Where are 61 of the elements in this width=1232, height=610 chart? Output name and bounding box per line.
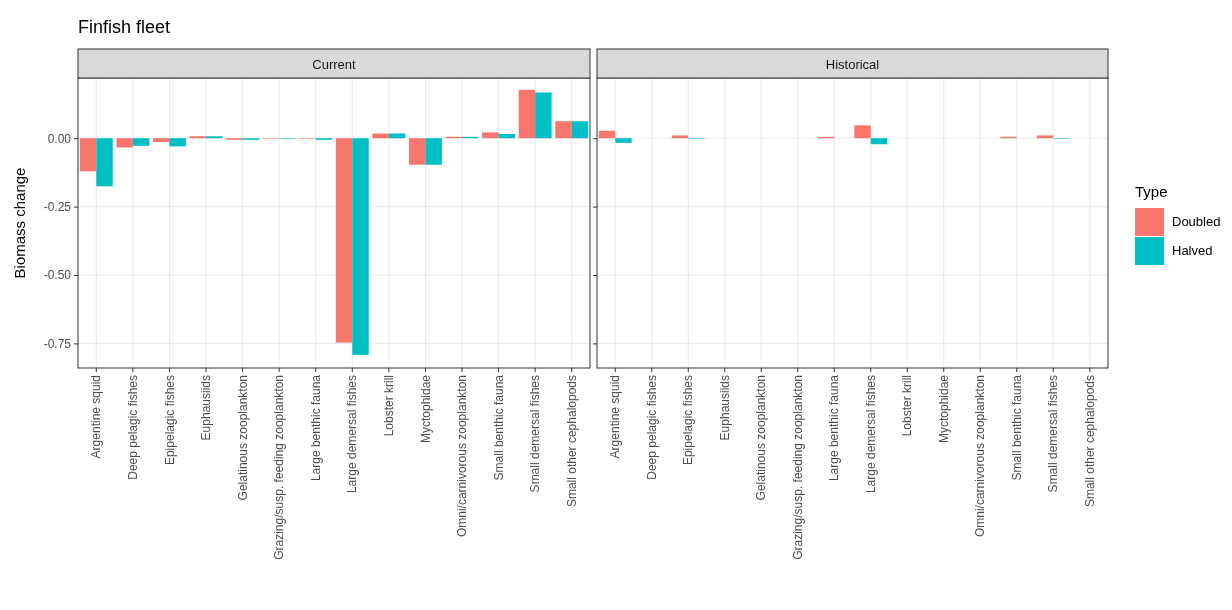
x-tick-label: Gelatinous zooplankton bbox=[754, 375, 769, 501]
x-tick-label: Large demersal fishes bbox=[345, 375, 360, 494]
x-tick-label: Small demersal fishes bbox=[528, 375, 543, 493]
legend-label: Doubled bbox=[1172, 214, 1221, 229]
bar bbox=[79, 138, 97, 172]
x-tick-label: Large benthic fauna bbox=[308, 374, 323, 482]
x-tick-label: Small benthic fauna bbox=[1009, 374, 1024, 481]
chart-subtitle: Current bbox=[312, 56, 357, 72]
chart-title: Finfish fleet bbox=[78, 17, 171, 37]
x-tick-label: Large demersal fishes bbox=[863, 375, 878, 494]
bar bbox=[555, 121, 572, 139]
x-tick-label: Omni/carnivorous zooplankton bbox=[455, 375, 470, 538]
y-axis-title: Biomass change bbox=[11, 167, 28, 279]
x-tick-label: Small benthic fauna bbox=[491, 374, 506, 481]
x-tick-label: Argentine squid bbox=[608, 375, 623, 459]
x-tick-label: Small other cephalopods bbox=[1082, 375, 1097, 508]
bar bbox=[870, 138, 888, 145]
x-tick-label: Myctophidae bbox=[936, 374, 951, 444]
x-tick-label: Myctophidae bbox=[418, 374, 433, 444]
bar bbox=[598, 130, 616, 139]
bar bbox=[425, 138, 442, 165]
x-tick-label: Deep pelagic fishes bbox=[644, 375, 659, 480]
x-tick-label: Grazing/susp. feeding zooplankton bbox=[790, 375, 805, 560]
bar bbox=[571, 121, 589, 139]
bar bbox=[335, 138, 353, 343]
bar bbox=[518, 89, 536, 139]
bar bbox=[535, 92, 552, 139]
y-tick-label: -0.25 bbox=[43, 199, 72, 214]
bar bbox=[116, 138, 133, 148]
x-tick-label: Epipelagic fishes bbox=[162, 375, 177, 466]
x-tick-label: Small other cephalopods bbox=[564, 375, 579, 508]
bar bbox=[152, 138, 170, 143]
x-tick-label: Argentine squid bbox=[89, 375, 104, 459]
bar bbox=[1036, 135, 1054, 139]
x-tick-label: Euphausiids bbox=[199, 375, 214, 441]
chart-subtitle: Historical bbox=[825, 56, 880, 72]
x-tick-label: Omni/carnivorous zooplankton bbox=[973, 375, 988, 538]
bar bbox=[615, 138, 632, 143]
x-tick-label: Large benthic fauna bbox=[827, 374, 842, 482]
bar bbox=[169, 138, 186, 147]
x-tick-label: Epipelagic fishes bbox=[681, 375, 696, 466]
x-tick-label: Euphausiids bbox=[717, 375, 732, 441]
legend-title: Type bbox=[1135, 183, 1168, 200]
bar bbox=[671, 135, 689, 139]
y-tick-label: -0.75 bbox=[43, 336, 72, 351]
x-tick-label: Gelatinous zooplankton bbox=[235, 375, 250, 501]
legend-label: Halved bbox=[1172, 243, 1213, 258]
y-tick-label: -0.50 bbox=[43, 268, 72, 283]
bar bbox=[96, 138, 113, 187]
bar bbox=[132, 138, 150, 146]
bar bbox=[482, 132, 499, 139]
y-tick-label: 0.00 bbox=[47, 131, 72, 146]
x-tick-label: Lobster krill bbox=[900, 375, 915, 437]
x-tick-label: Grazing/susp. feeding zooplankton bbox=[272, 375, 287, 560]
x-tick-label: Lobster krill bbox=[382, 375, 397, 437]
bar bbox=[352, 138, 369, 355]
x-tick-label: Deep pelagic fishes bbox=[126, 375, 141, 480]
bar bbox=[408, 138, 426, 165]
x-tick-label: Small demersal fishes bbox=[1046, 375, 1061, 493]
bar bbox=[498, 134, 516, 139]
bar bbox=[854, 125, 871, 139]
